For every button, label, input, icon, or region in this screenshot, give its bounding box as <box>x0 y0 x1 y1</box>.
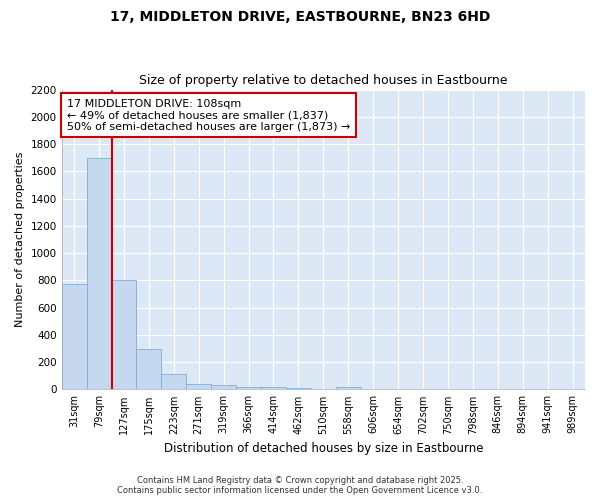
Bar <box>236 386 261 390</box>
Bar <box>86 158 112 390</box>
Title: Size of property relative to detached houses in Eastbourne: Size of property relative to detached ho… <box>139 74 508 87</box>
Bar <box>336 388 361 390</box>
Bar <box>286 388 311 390</box>
Text: Contains HM Land Registry data © Crown copyright and database right 2025.
Contai: Contains HM Land Registry data © Crown c… <box>118 476 482 495</box>
Bar <box>161 374 186 390</box>
Bar <box>112 280 136 390</box>
Bar <box>186 384 211 390</box>
Bar <box>261 388 286 390</box>
Bar <box>62 284 86 390</box>
Text: 17, MIDDLETON DRIVE, EASTBOURNE, BN23 6HD: 17, MIDDLETON DRIVE, EASTBOURNE, BN23 6H… <box>110 10 490 24</box>
X-axis label: Distribution of detached houses by size in Eastbourne: Distribution of detached houses by size … <box>164 442 483 455</box>
Text: 17 MIDDLETON DRIVE: 108sqm
← 49% of detached houses are smaller (1,837)
50% of s: 17 MIDDLETON DRIVE: 108sqm ← 49% of deta… <box>67 98 350 132</box>
Bar <box>211 386 236 390</box>
Bar <box>136 349 161 390</box>
Y-axis label: Number of detached properties: Number of detached properties <box>15 152 25 327</box>
